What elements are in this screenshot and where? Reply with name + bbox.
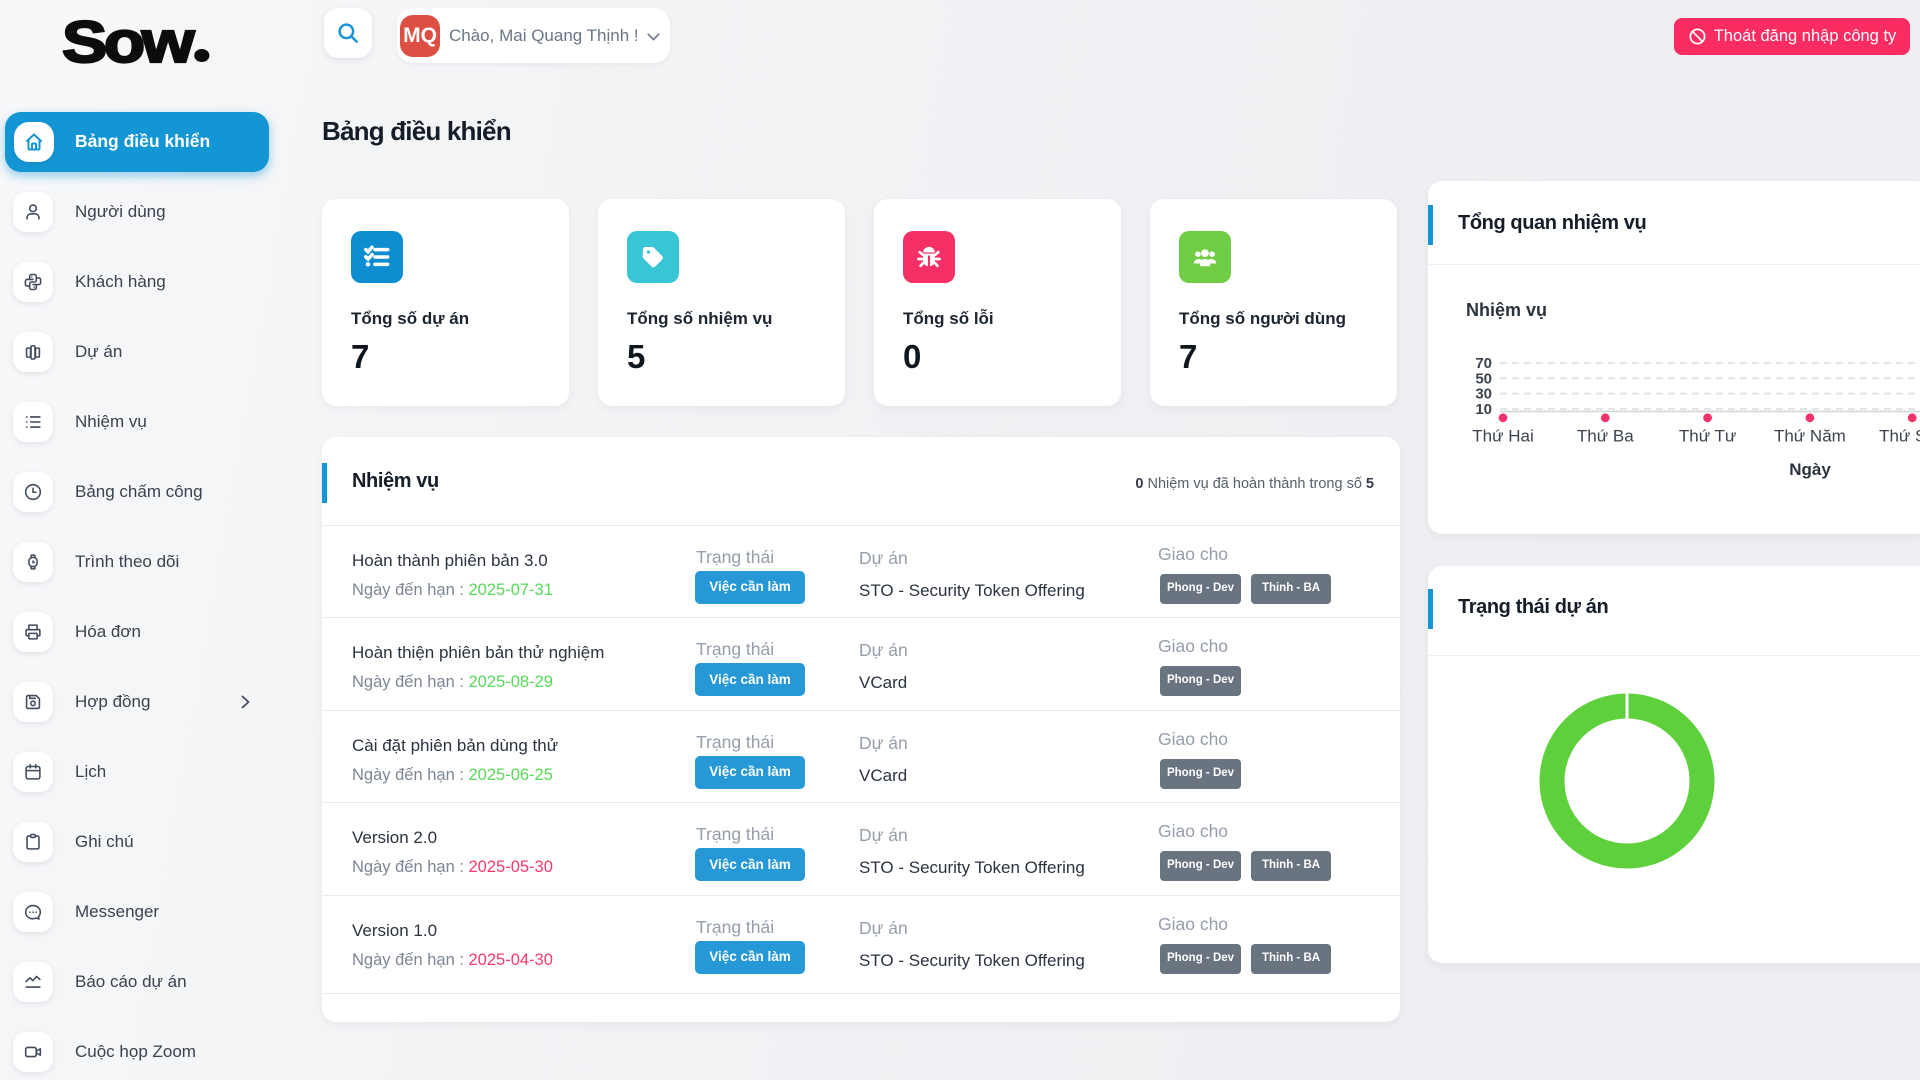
svg-text:Ngày: Ngày <box>1789 460 1831 479</box>
svg-text:70: 70 <box>1475 355 1492 372</box>
svg-text:Thứ Hai: Thứ Hai <box>1472 427 1533 446</box>
svg-text:Thứ Năm: Thứ Năm <box>1774 427 1846 446</box>
svg-text:Thứ Tư: Thứ Tư <box>1679 427 1736 446</box>
svg-text:10: 10 <box>1475 401 1492 418</box>
svg-text:Thứ Sáu: Thứ Sáu <box>1879 427 1920 446</box>
svg-text:50: 50 <box>1475 370 1492 387</box>
svg-text:30: 30 <box>1475 386 1492 403</box>
svg-text:Thứ Ba: Thứ Ba <box>1577 427 1634 446</box>
